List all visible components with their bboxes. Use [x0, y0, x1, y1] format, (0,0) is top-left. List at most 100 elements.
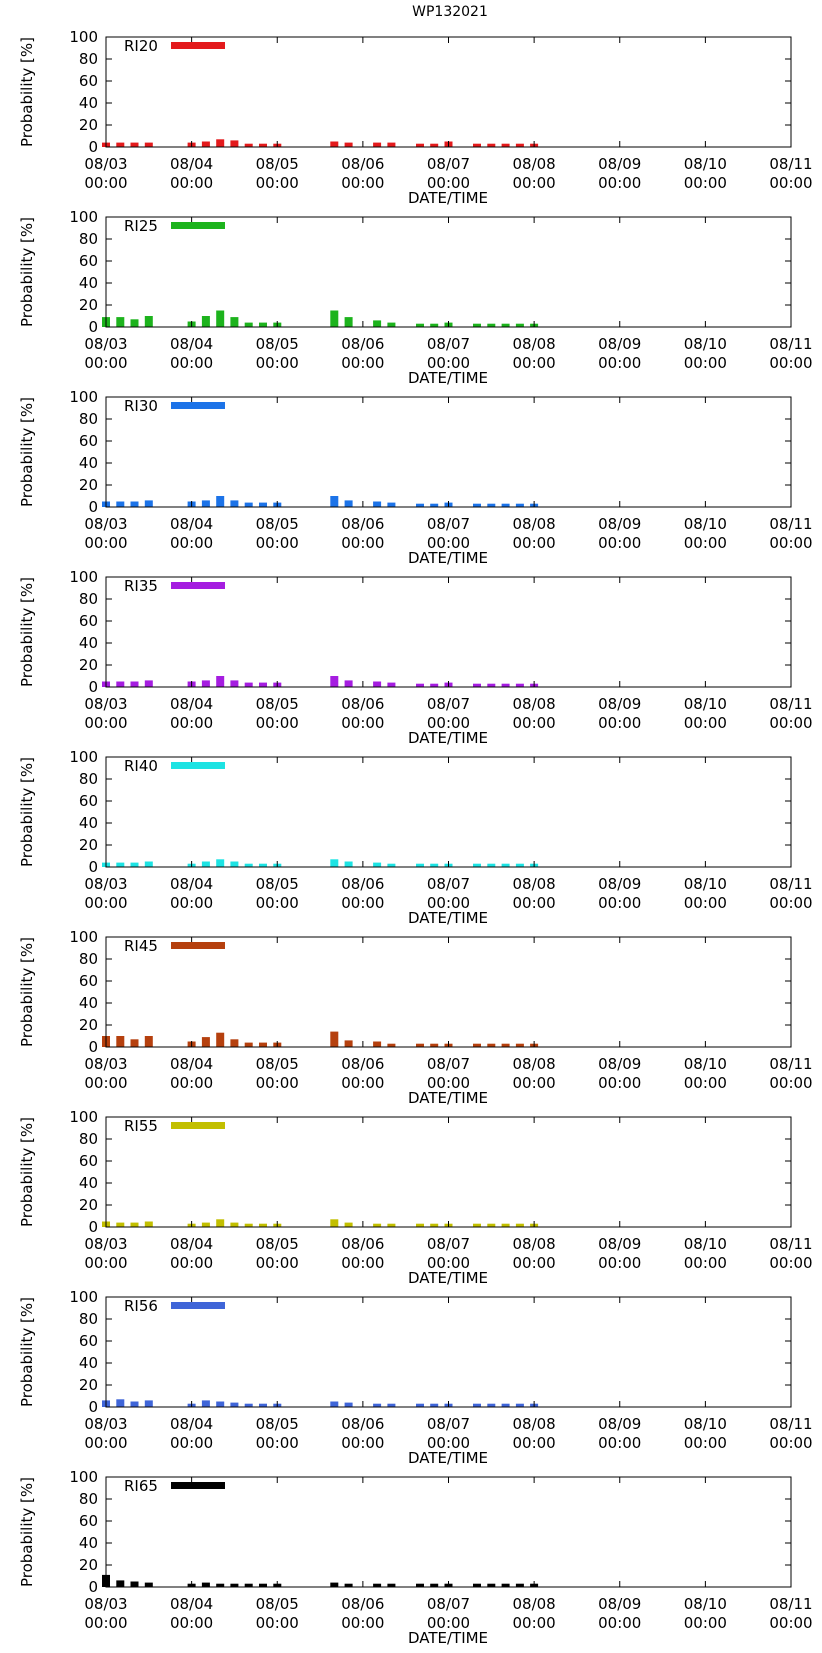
bar-ri65-16: [430, 1583, 439, 1587]
x-tick-date-label: 08/06: [341, 1235, 384, 1253]
x-tick-time-label: 00:00: [427, 1614, 470, 1632]
x-tick-date-label: 08/10: [684, 155, 727, 173]
x-tick-date-label: 08/11: [769, 1415, 812, 1433]
bar-ri35-13: [373, 681, 382, 687]
y-tick-label: 20: [79, 476, 98, 494]
bar-ri55-19: [487, 1223, 496, 1227]
bar-ri56-11: [330, 1401, 339, 1407]
bar-ri56-18: [473, 1403, 481, 1407]
y-tick-label: 20: [79, 1376, 98, 1394]
x-tick-time-label: 00:00: [769, 1074, 812, 1092]
x-tick-time-label: 00:00: [341, 894, 384, 912]
bar-ri40-5: [201, 861, 210, 867]
bar-ri30-9: [259, 502, 267, 507]
legend-label: RI20: [124, 37, 158, 55]
bar-ri55-8: [244, 1223, 253, 1227]
x-tick-date-label: 08/04: [170, 1235, 213, 1253]
x-tick-date-label: 08/05: [256, 155, 299, 173]
bar-ri30-5: [201, 500, 210, 507]
plot-frame: [105, 216, 792, 328]
x-tick-time-label: 00:00: [598, 1074, 641, 1092]
bar-ri40-12: [344, 861, 353, 867]
x-tick-date-label: 08/05: [256, 695, 299, 713]
bar-ri55-3: [144, 1221, 153, 1227]
bar-ri20-16: [430, 143, 439, 147]
bar-ri30-11: [330, 496, 339, 507]
x-tick-time-label: 00:00: [84, 174, 127, 192]
bar-ri20-21: [515, 143, 524, 147]
x-tick-time-label: 00:00: [598, 354, 641, 372]
x-tick-date-label: 08/11: [769, 1595, 812, 1613]
bar-ri30-7: [230, 500, 239, 507]
bar-ri65-18: [473, 1583, 481, 1587]
x-tick-date-label: 08/03: [84, 335, 127, 353]
bar-ri40-6: [216, 859, 225, 867]
x-tick-date-label: 08/08: [513, 1235, 556, 1253]
x-tick-time-label: 00:00: [341, 1074, 384, 1092]
x-tick-date-label: 08/05: [256, 875, 299, 893]
x-tick-time-label: 00:00: [170, 1074, 213, 1092]
x-tick-date-label: 08/05: [256, 515, 299, 533]
bar-ri55-16: [430, 1223, 439, 1227]
bar-ri45-9: [259, 1042, 267, 1047]
x-tick-date-label: 08/06: [341, 1055, 384, 1073]
x-tick-time-label: 00:00: [684, 1254, 727, 1272]
x-tick-date-label: 08/09: [598, 1055, 641, 1073]
x-axis-label: DATE/TIME: [408, 1269, 488, 1287]
y-tick-label: 0: [88, 678, 98, 696]
bar-ri35-11: [330, 676, 339, 687]
x-tick-date-label: 08/04: [170, 515, 213, 533]
legend-swatch: [171, 1302, 225, 1309]
bar-ri25-18: [473, 323, 481, 327]
y-axis-label: Probability [%]: [18, 397, 36, 507]
x-tick-date-label: 08/11: [769, 335, 812, 353]
bar-ri56-5: [201, 1400, 210, 1407]
bar-ri35-7: [230, 680, 239, 687]
y-axis-label: Probability [%]: [18, 1117, 36, 1227]
plot-frame: [105, 36, 792, 148]
y-tick-label: 100: [69, 1108, 98, 1126]
bar-ri45-7: [230, 1039, 239, 1047]
bar-ri45-20: [501, 1043, 510, 1047]
bar-ri30-21: [515, 503, 524, 507]
x-tick-date-label: 08/09: [598, 1235, 641, 1253]
bar-ri56-15: [416, 1403, 424, 1407]
bar-ri25-16: [430, 323, 439, 327]
x-tick-date-label: 08/10: [684, 875, 727, 893]
bar-ri30-14: [387, 502, 396, 507]
y-tick-label: 20: [79, 836, 98, 854]
plot-frame: [105, 1296, 792, 1408]
x-tick-date-label: 08/05: [256, 1595, 299, 1613]
bar-ri65-1: [116, 1580, 125, 1587]
x-tick-time-label: 00:00: [769, 1434, 812, 1452]
bar-ri65-21: [515, 1583, 524, 1587]
bar-ri20-6: [216, 139, 225, 147]
bar-ri40-20: [501, 863, 510, 867]
y-tick-label: 20: [79, 296, 98, 314]
x-tick-date-label: 08/10: [684, 695, 727, 713]
x-tick-time-label: 00:00: [170, 714, 213, 732]
bar-ri40-16: [430, 863, 439, 867]
bar-ri45-8: [244, 1042, 253, 1047]
x-tick-date-label: 08/09: [598, 875, 641, 893]
x-tick-time-label: 00:00: [427, 1254, 470, 1272]
bar-ri56-13: [373, 1403, 382, 1407]
bar-ri40-19: [487, 863, 496, 867]
x-tick-time-label: 00:00: [769, 1254, 812, 1272]
bar-ri56-20: [501, 1403, 510, 1407]
bar-ri55-18: [473, 1223, 481, 1227]
x-tick-date-label: 08/07: [427, 1055, 470, 1073]
bar-ri30-2: [130, 501, 139, 507]
x-tick-date-label: 08/11: [769, 155, 812, 173]
plot-frame: [105, 1476, 792, 1588]
bar-ri20-3: [144, 142, 153, 147]
x-tick-date-label: 08/03: [84, 515, 127, 533]
x-tick-date-label: 08/04: [170, 1415, 213, 1433]
bar-ri65-14: [387, 1583, 396, 1587]
bar-ri55-9: [259, 1223, 267, 1227]
x-tick-time-label: 00:00: [598, 1614, 641, 1632]
y-tick-label: 0: [88, 138, 98, 156]
bar-ri25-8: [244, 322, 253, 327]
x-tick-date-label: 08/06: [341, 1415, 384, 1433]
